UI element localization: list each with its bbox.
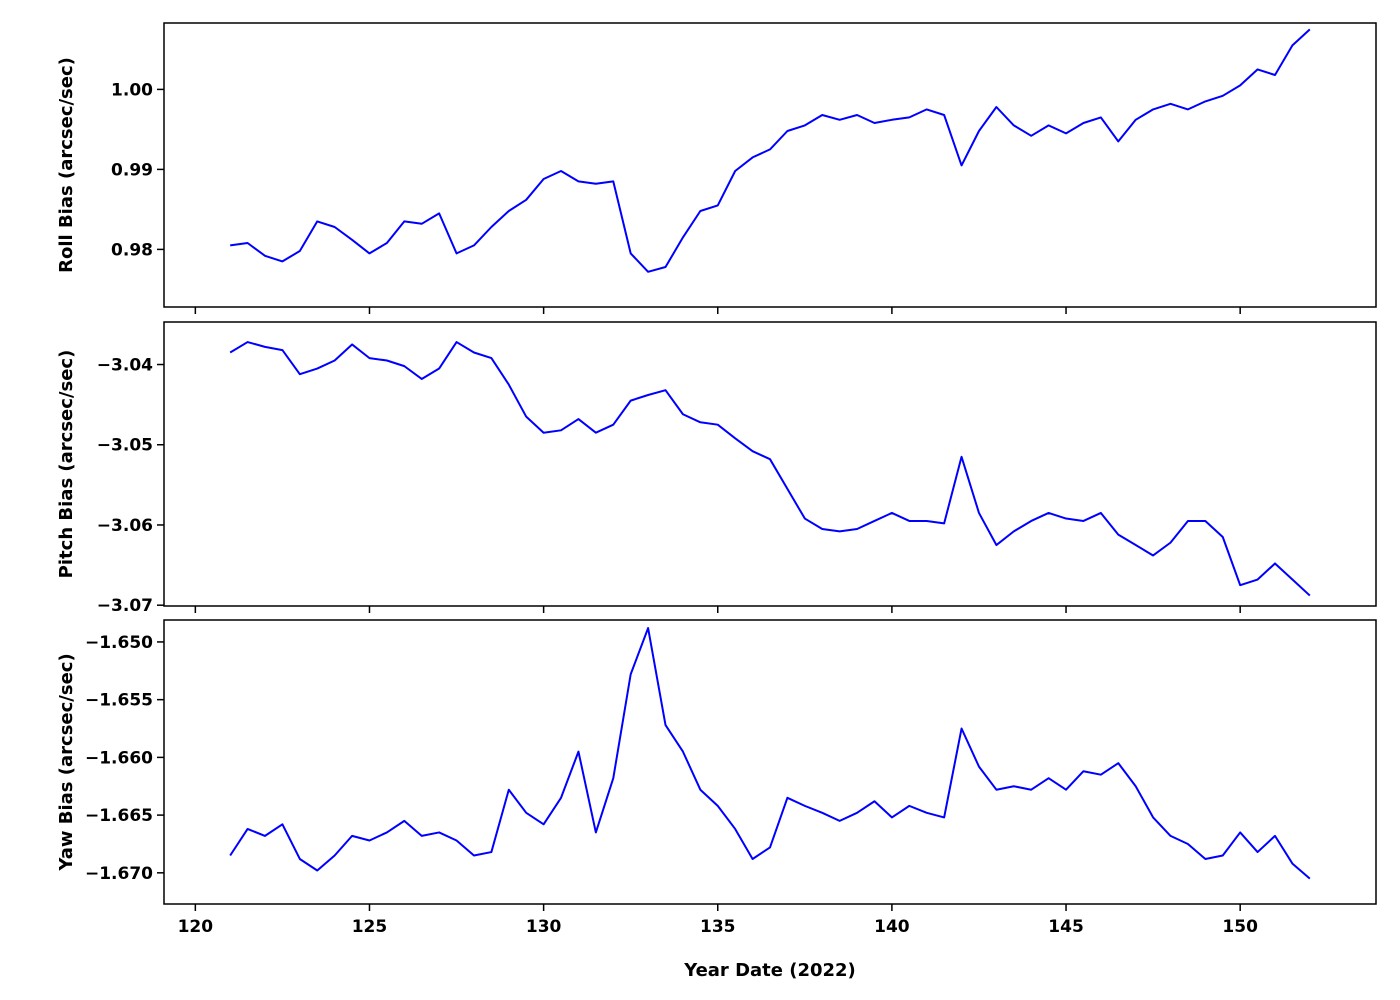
pitch-ytick-label: −3.05	[97, 436, 153, 456]
yaw-ytick-label: −1.670	[85, 864, 153, 884]
pitch-ytick-label: −3.07	[97, 596, 153, 616]
yaw-ytick-label: −1.650	[85, 633, 153, 653]
yaw-xtick-label: 120	[178, 917, 214, 937]
x-axis-label: Year Date (2022)	[683, 960, 856, 981]
yaw-xtick-label: 130	[526, 917, 562, 937]
pitch-ytick-label: −3.04	[97, 356, 153, 376]
roll-panel: 0.98 0.99 1.00 Roll Bias (arcsec/sec)	[56, 22, 1377, 314]
roll-ytick-label: 0.98	[111, 240, 153, 260]
yaw-ytick-label: −1.665	[85, 806, 153, 826]
yaw-panel: −1.670 −1.665 −1.660 −1.655 −1.650 120 125 130 1…	[56, 619, 1377, 981]
yaw-xtick-label: 125	[352, 917, 388, 937]
yaw-series-line-0	[229, 627, 1311, 880]
pitch-panel: −3.07 −3.06 −3.05 −3.04 Pitch Bias (arcsec/s…	[56, 321, 1377, 616]
yaw-ytick-label: −1.655	[85, 691, 153, 711]
yaw-axes-frame	[163, 619, 1377, 905]
roll-ytick-label: 1.00	[111, 80, 153, 100]
pitch-ylabel: Pitch Bias (arcsec/sec)	[56, 350, 77, 579]
roll-series-line-0	[230, 28, 1311, 273]
roll-ylabel: Roll Bias (arcsec/sec)	[56, 57, 77, 273]
yaw-ylabel: Yaw Bias (arcsec/sec)	[56, 653, 77, 871]
pitch-series-line-0	[229, 341, 1311, 597]
pitch-ytick-label: −3.06	[97, 516, 153, 536]
yaw-xtick-label: 135	[700, 917, 736, 937]
pitch-axes-frame	[163, 321, 1377, 607]
yaw-xtick-label: 145	[1048, 917, 1084, 937]
roll-ytick-label: 0.99	[111, 160, 153, 180]
yaw-xtick-label: 140	[874, 917, 910, 937]
yaw-xtick-label: 150	[1222, 917, 1258, 937]
yaw-ytick-label: −1.660	[85, 748, 153, 768]
roll-axes-frame	[163, 22, 1377, 308]
